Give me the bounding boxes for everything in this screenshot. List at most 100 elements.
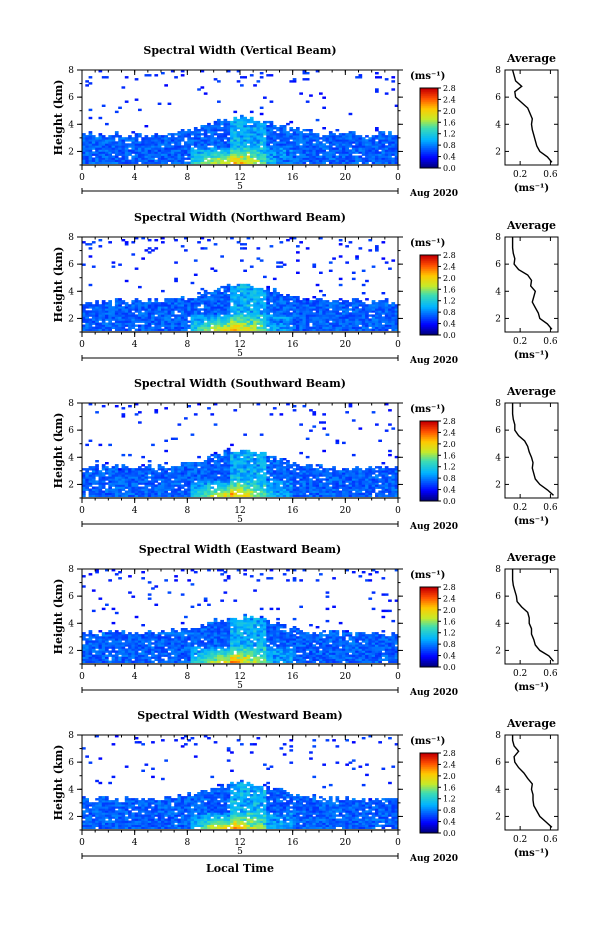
heatmap-cell — [85, 320, 89, 323]
heatmap-cell — [161, 322, 165, 325]
heatmap-cell — [296, 157, 300, 160]
heatmap-cell — [309, 141, 313, 144]
heatmap-cell — [131, 149, 136, 152]
heatmap-cell — [197, 88, 201, 91]
heatmap-cell — [276, 316, 280, 319]
heatmap-cell — [95, 304, 99, 307]
heatmap-cell — [82, 488, 86, 491]
heatmap-cell — [174, 320, 178, 323]
heatmap-cell — [276, 261, 280, 264]
heatmap-cell — [266, 304, 270, 307]
heatmap-cell — [305, 302, 310, 305]
heatmap-cell — [114, 145, 119, 148]
heatmap-cell — [272, 494, 277, 497]
heatmap-cell — [289, 296, 294, 299]
heatmap-cell — [299, 302, 303, 305]
heatmap-cell — [88, 302, 93, 305]
heatmap-cell — [134, 492, 139, 495]
heatmap-cell — [292, 478, 297, 481]
heatmap-cell — [147, 484, 152, 487]
heatmap-cell — [309, 484, 313, 487]
heatmap-cell — [236, 131, 241, 134]
heatmap-cell — [180, 490, 185, 493]
heatmap-cell — [124, 155, 129, 158]
heatmap-cell — [108, 141, 112, 144]
heatmap-cell — [240, 247, 244, 250]
heatmap-cell — [378, 306, 382, 309]
heatmap-cell — [161, 480, 165, 483]
heatmap-cell — [272, 147, 277, 150]
heatmap-cell — [236, 147, 241, 150]
heatmap-cell — [207, 326, 211, 329]
heatmap-cell — [236, 470, 241, 473]
heatmap-cell — [328, 306, 333, 309]
heatmap-cell — [243, 480, 247, 483]
heatmap-cell — [351, 151, 356, 154]
heatmap-cell — [223, 322, 228, 325]
heatmap-cell — [338, 492, 343, 495]
heatmap-cell — [253, 161, 257, 164]
heatmap-cell — [342, 300, 346, 303]
heatmap-cell — [249, 322, 254, 325]
heatmap-cell — [207, 151, 211, 154]
heatmap-cell — [243, 141, 247, 144]
heatmap-cell — [305, 143, 310, 146]
heatmap-cell — [105, 462, 109, 465]
heatmap-cell — [302, 304, 307, 307]
heatmap-cell — [282, 161, 287, 164]
heatmap-cell — [226, 125, 231, 128]
heatmap-cell — [276, 324, 280, 327]
heatmap-cell — [128, 159, 132, 162]
heatmap-cell — [98, 312, 103, 315]
heatmap-cell — [319, 494, 323, 497]
heatmap-cell — [213, 147, 218, 150]
heatmap-cell — [213, 316, 218, 319]
heatmap-cell — [197, 159, 201, 162]
heatmap-cell — [269, 472, 274, 475]
y-tick-label: 2 — [68, 314, 74, 324]
heatmap-cell — [233, 484, 238, 487]
heatmap-cell — [388, 139, 392, 142]
heatmap-cell — [141, 492, 145, 495]
heatmap-cell — [138, 145, 142, 148]
colorbar-band — [420, 114, 438, 117]
heatmap-cell — [147, 155, 152, 158]
heatmap-cell — [315, 490, 320, 493]
heatmap-cell — [256, 486, 261, 489]
heatmap-cell — [240, 320, 244, 323]
colorbar-band — [420, 156, 438, 159]
heatmap-cell — [240, 145, 244, 148]
heatmap-cell — [233, 161, 238, 164]
heatmap-cell — [230, 137, 234, 140]
heatmap-cell — [233, 300, 238, 303]
heatmap-cell — [174, 318, 178, 321]
heatmap-cell — [128, 490, 132, 493]
heatmap-cell — [220, 322, 224, 325]
heatmap-cell — [161, 143, 165, 146]
heatmap-cell — [391, 135, 396, 138]
heatmap-cell — [88, 306, 93, 309]
heatmap-cell — [246, 118, 251, 122]
heatmap-cell — [240, 458, 244, 461]
heatmap-cell — [193, 298, 198, 301]
heatmap-cell — [98, 328, 103, 331]
heatmap-cell — [282, 320, 287, 323]
heatmap-cell — [131, 253, 136, 256]
heatmap-cell — [144, 488, 149, 491]
heatmap-cell — [345, 135, 349, 138]
heatmap-cell — [91, 482, 96, 485]
heatmap-cell — [220, 133, 224, 136]
colorbar-band — [420, 303, 438, 306]
heatmap-cell — [210, 460, 215, 463]
heatmap-cell — [236, 149, 241, 152]
heatmap-cell — [174, 279, 178, 283]
heatmap-cell — [375, 306, 379, 309]
heatmap-cell — [391, 304, 396, 307]
heatmap-cell — [236, 300, 241, 303]
heatmap-cell — [246, 462, 251, 465]
heatmap-cell — [95, 306, 99, 309]
heatmap-cell — [394, 143, 399, 146]
heatmap-cell — [322, 320, 326, 323]
heatmap-cell — [193, 484, 198, 487]
heatmap-cell — [246, 137, 251, 140]
